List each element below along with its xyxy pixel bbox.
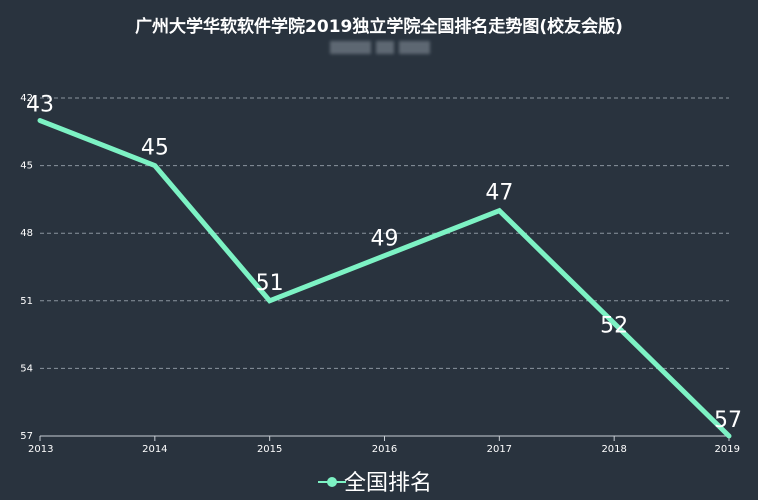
y-tick-label: 45 xyxy=(20,161,33,172)
x-tick-label: 2013 xyxy=(28,444,53,455)
x-tick-label: 2014 xyxy=(142,444,167,455)
x-tick-label: 2016 xyxy=(372,444,397,455)
y-tick-label: 42 xyxy=(20,93,33,104)
axes xyxy=(39,435,730,441)
legend-swatch-dot xyxy=(327,477,337,487)
series xyxy=(37,118,732,439)
data-label: 45 xyxy=(141,136,169,161)
x-tick-label: 2019 xyxy=(715,444,740,455)
y-tick-label: 51 xyxy=(20,296,33,307)
data-label: 43 xyxy=(26,93,54,118)
series-line xyxy=(37,118,732,439)
chart-title: 广州大学华软软件学院2019独立学院全国排名走势图(校友会版) xyxy=(135,17,623,37)
data-label: 49 xyxy=(371,227,399,252)
data-label: 52 xyxy=(600,313,628,338)
data-label: 47 xyxy=(485,181,513,206)
y-tick-label: 54 xyxy=(20,363,33,374)
blurred-subtitle xyxy=(330,41,430,54)
y-tick-label: 48 xyxy=(20,228,33,239)
data-label: 57 xyxy=(714,408,742,433)
x-tick-label: 2015 xyxy=(257,444,282,455)
legend-label[interactable]: 全国排名 xyxy=(344,471,432,496)
x-tick-label: 2017 xyxy=(487,444,512,455)
data-labels: 43 45 51 49 47 52 57 xyxy=(26,93,742,433)
y-tick-labels: 42 45 48 51 54 57 xyxy=(20,93,33,442)
x-tick-label: 2018 xyxy=(601,444,626,455)
x-tick-labels: 2013 2014 2015 2016 2017 2018 2019 xyxy=(28,444,740,455)
data-label: 51 xyxy=(256,271,284,296)
y-tick-label: 57 xyxy=(20,431,33,442)
legend: 全国排名 xyxy=(318,471,432,496)
